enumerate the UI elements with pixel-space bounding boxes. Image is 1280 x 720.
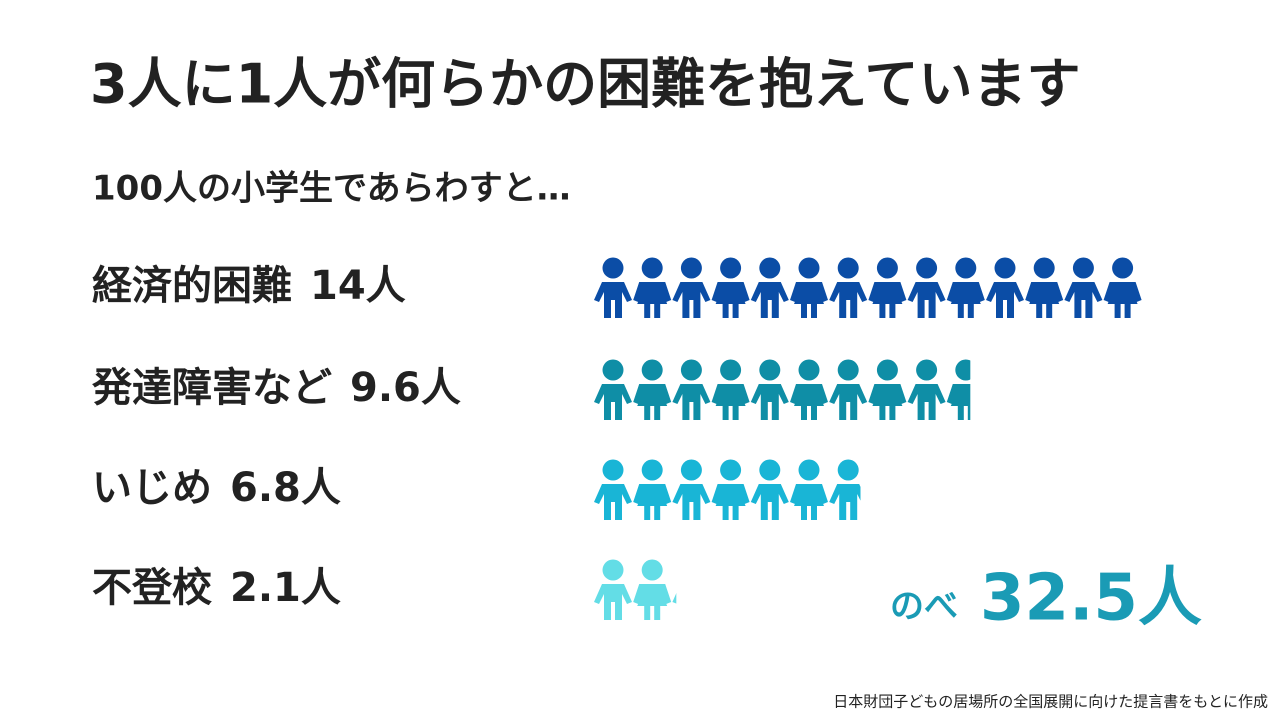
icon-body	[829, 282, 868, 318]
icon-head	[1033, 257, 1055, 279]
icon-head	[994, 257, 1016, 279]
icon-head	[916, 257, 938, 279]
row-label: 発達障害など	[92, 365, 332, 411]
icon-body	[750, 484, 789, 520]
icon-head	[641, 359, 663, 381]
icon-head	[837, 257, 859, 279]
icon-head	[602, 459, 624, 481]
icon-body	[633, 282, 672, 318]
icon-body	[907, 384, 946, 420]
icon-head	[602, 257, 624, 279]
row-value-label: 2.1人	[230, 565, 341, 611]
icon-body	[1025, 282, 1064, 318]
icon-head	[680, 359, 702, 381]
icon-head	[759, 459, 781, 481]
icon-head	[641, 559, 663, 581]
icon-head	[876, 257, 898, 279]
icon-body	[594, 484, 632, 520]
icon-body	[946, 282, 985, 318]
icon-head	[837, 359, 859, 381]
icon-head	[680, 459, 702, 481]
icon-body	[672, 384, 711, 420]
icon-body	[790, 282, 828, 318]
icon-body	[594, 282, 632, 318]
icon-head	[798, 359, 820, 381]
icon-body	[711, 282, 750, 318]
pictogram-row	[594, 459, 861, 520]
icon-head	[641, 257, 663, 279]
row-label: いじめ	[92, 465, 212, 511]
icon-body	[672, 484, 711, 520]
row-value-label: 9.6人	[350, 365, 461, 411]
icon-body	[750, 282, 789, 318]
icon-body	[633, 484, 672, 520]
row-label: 経済的困難	[92, 263, 292, 309]
icon-body	[907, 282, 946, 318]
icon-body	[633, 384, 672, 420]
row-label: 不登校	[92, 565, 212, 611]
pictogram-row	[594, 359, 971, 420]
icon-body	[868, 282, 907, 318]
icon-head	[1072, 257, 1094, 279]
icon-body	[750, 384, 789, 420]
icon-body	[711, 484, 750, 520]
icon-head	[680, 257, 702, 279]
icon-head	[837, 459, 859, 481]
row-value-label: 14人	[310, 263, 406, 309]
total-label: 32.5人	[980, 562, 1202, 636]
icon-body	[594, 384, 632, 420]
icon-body	[672, 282, 711, 318]
icon-body	[986, 282, 1024, 318]
pictogram-row	[594, 559, 702, 620]
icon-body	[672, 593, 677, 604]
icon-head	[876, 359, 898, 381]
icon-head	[602, 559, 624, 581]
icon-head	[720, 359, 742, 381]
icon-head	[798, 459, 820, 481]
icon-body	[868, 384, 907, 420]
title: 3人に1人が何らかの困難を抱えています	[90, 53, 1080, 116]
icon-head	[720, 257, 742, 279]
source-note: 日本財団子どもの居場所の全国展開に向けた提言書をもとに作成	[833, 693, 1268, 711]
row-value-label: 6.8人	[230, 465, 341, 511]
icon-head	[1112, 257, 1134, 279]
icon-body	[594, 584, 632, 620]
icon-head	[641, 459, 663, 481]
icon-body	[946, 384, 971, 420]
pictogram-row	[594, 257, 1142, 318]
icon-body	[790, 484, 828, 520]
icon-body	[711, 384, 750, 420]
icon-head	[798, 257, 820, 279]
icon-head	[681, 560, 702, 581]
icon-body	[633, 584, 672, 620]
icon-head	[955, 359, 971, 381]
icon-head	[759, 257, 781, 279]
icon-body	[829, 384, 868, 420]
icon-head	[759, 359, 781, 381]
total-prefix: のべ	[890, 587, 958, 627]
icon-body	[829, 484, 861, 520]
icon-head	[916, 359, 938, 381]
icon-head	[955, 257, 977, 279]
icon-body	[1064, 282, 1103, 318]
subtitle: 100人の小学生であらわすと…	[92, 169, 571, 209]
icon-head	[720, 459, 742, 481]
icon-head	[602, 359, 624, 381]
icon-body	[790, 384, 828, 420]
icon-body	[1103, 282, 1142, 318]
